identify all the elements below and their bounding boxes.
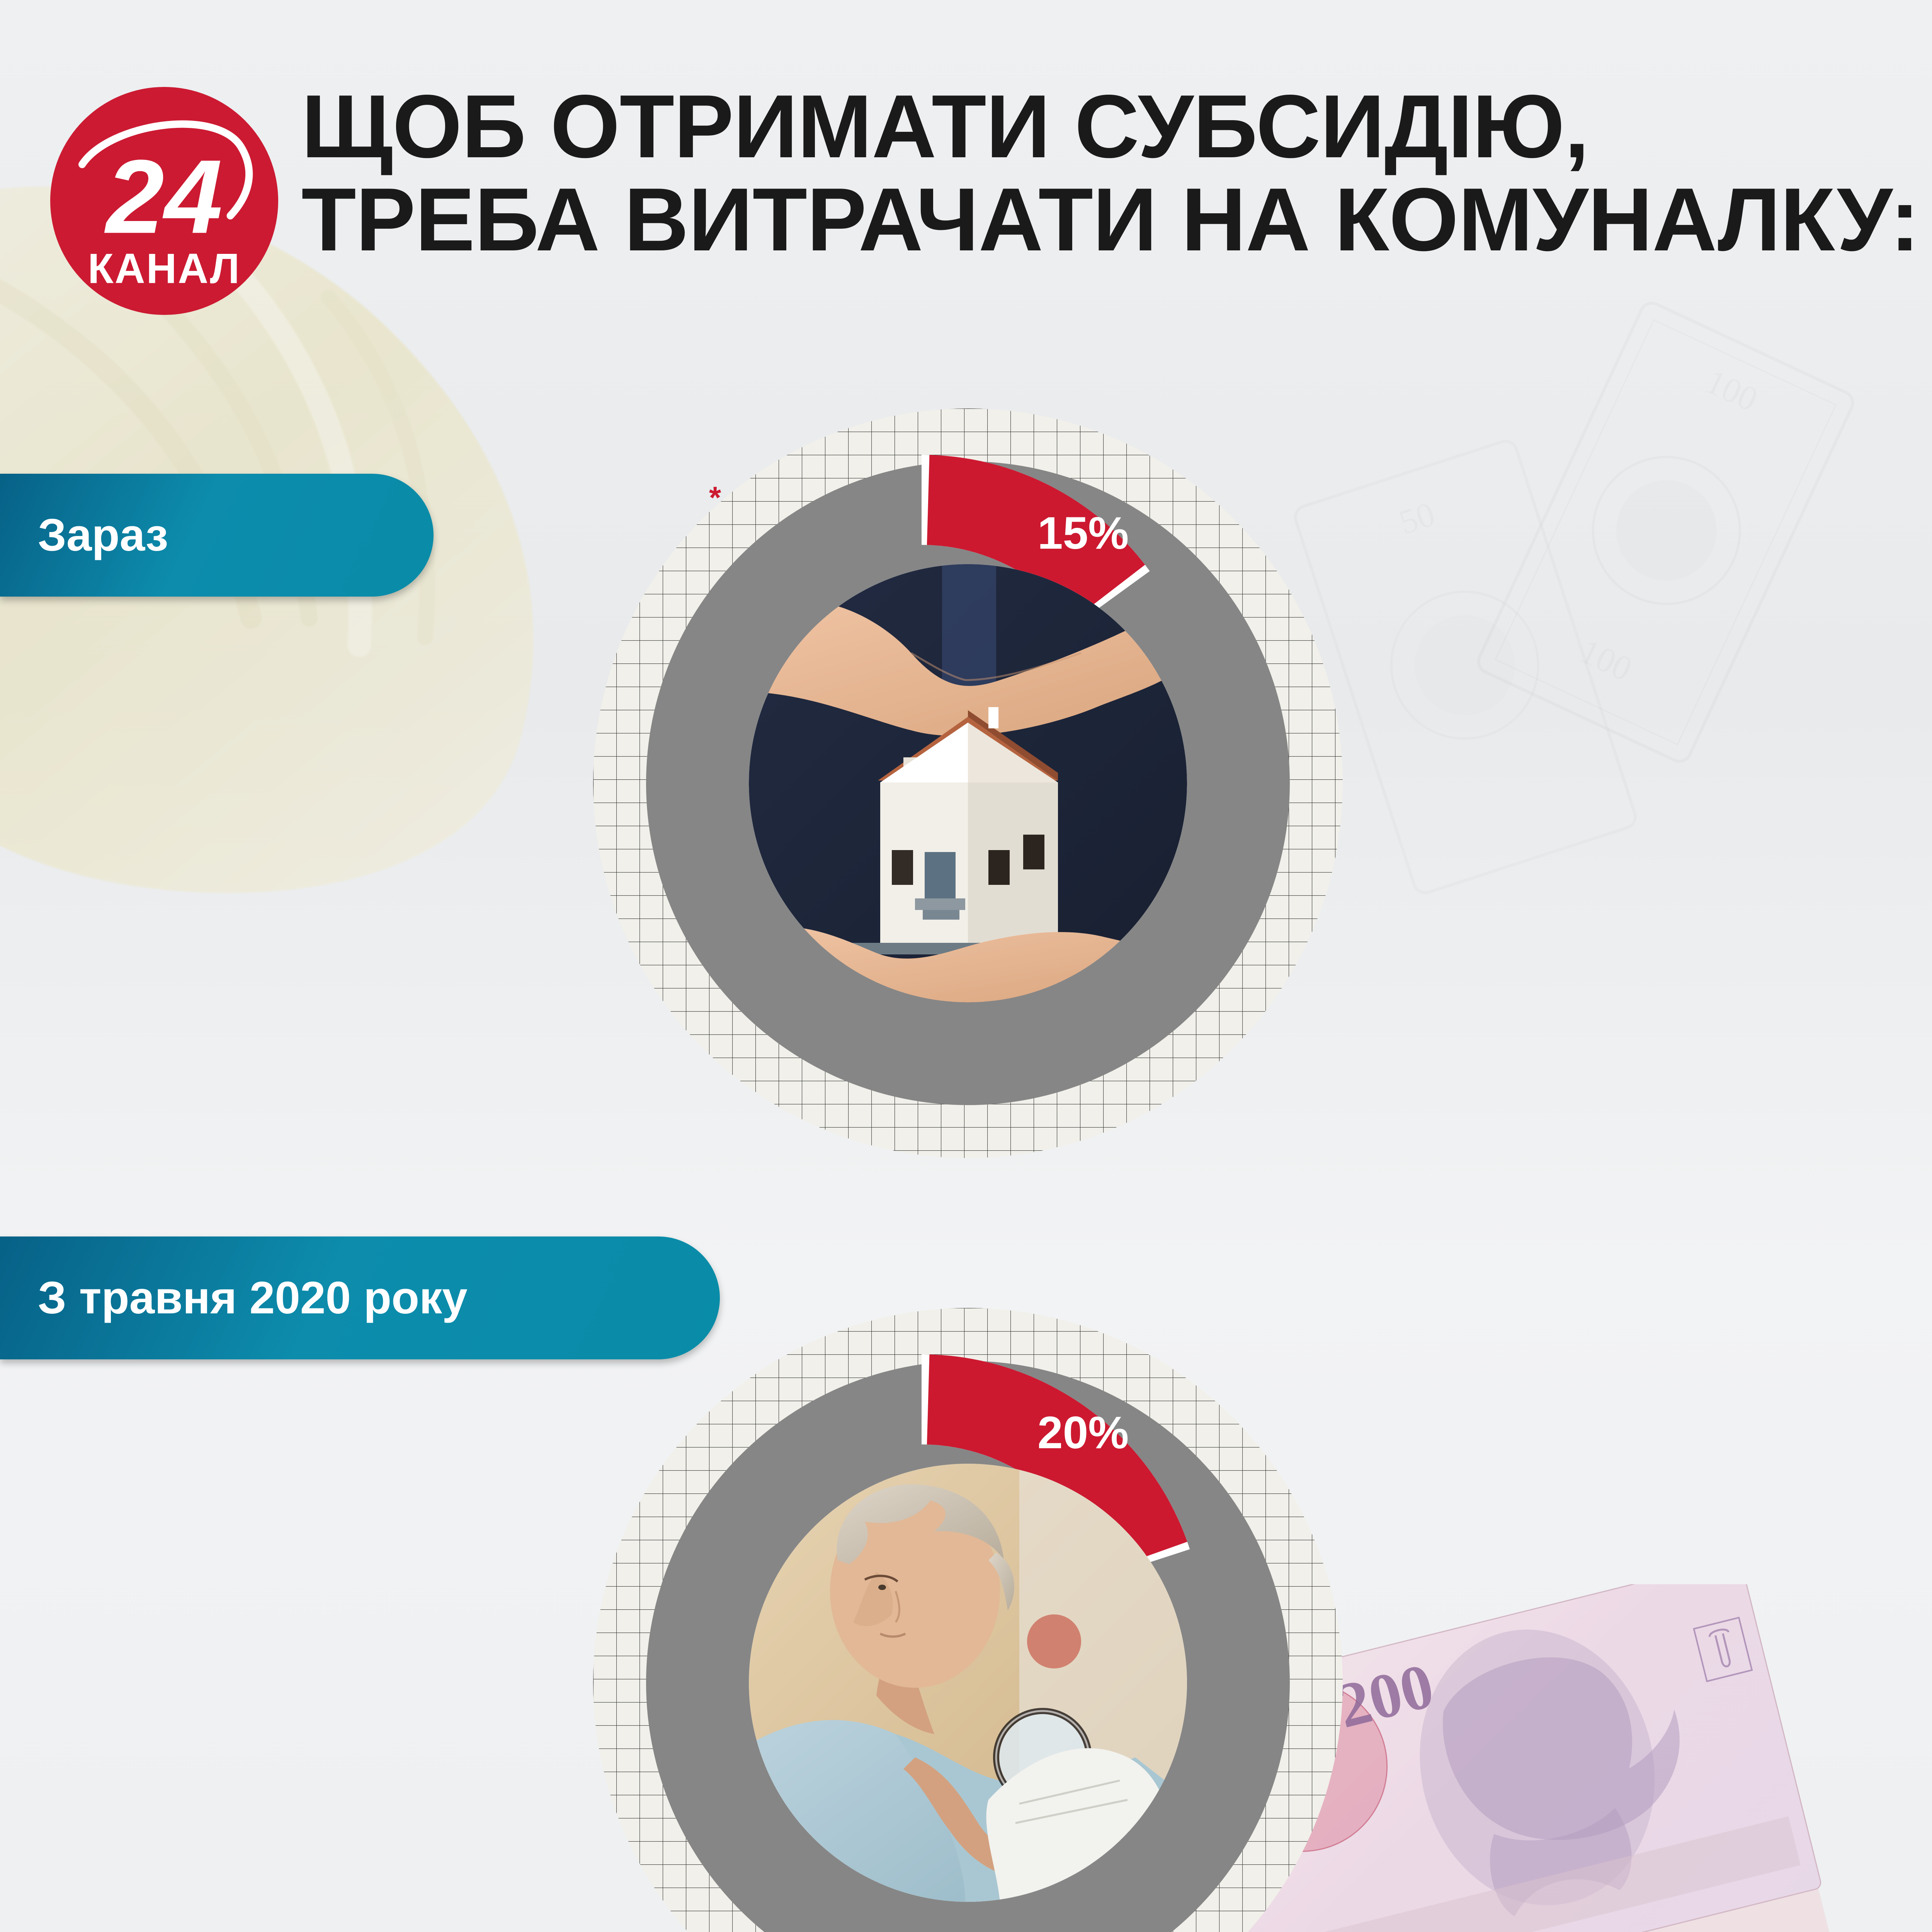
svg-text:50: 50 <box>1395 495 1439 542</box>
svg-text:КАНАЛ: КАНАЛ <box>88 245 241 292</box>
svg-text:24: 24 <box>104 138 223 255</box>
